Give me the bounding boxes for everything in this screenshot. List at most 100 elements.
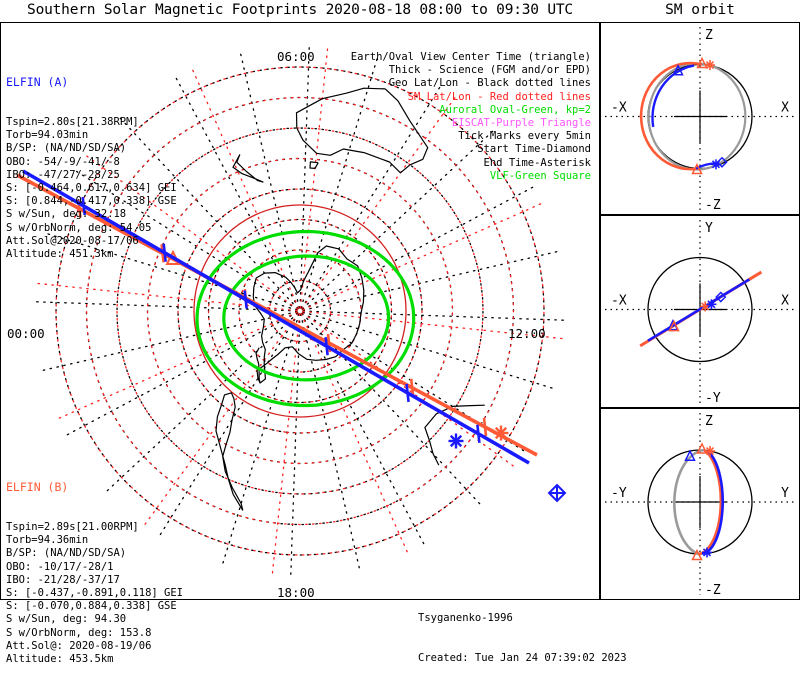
end-time-asterisk	[449, 434, 463, 448]
map-svg	[16, 45, 567, 577]
orbit-track-a	[647, 278, 751, 342]
legend-item: Auroral Oval-Green, kp=2	[439, 103, 591, 116]
axis-label: Y	[705, 221, 713, 236]
view-center-triangle	[691, 548, 703, 561]
orbit-xy-svg: -X X Y -Y	[605, 220, 795, 406]
tick-mark	[409, 378, 415, 397]
legend-item: Geo Lat/Lon - Black dotted lines	[388, 77, 591, 90]
info-line: Torb=94.03min	[6, 129, 89, 142]
info-line: IBO: -47/27/-28/25	[6, 168, 120, 181]
hour-label: 06:00	[277, 49, 315, 64]
axis-label: -Z	[705, 583, 721, 598]
end-time-asterisk	[494, 426, 508, 440]
end-time-asterisk	[702, 548, 712, 557]
tick-mark	[405, 383, 410, 403]
start-time-diamond	[716, 156, 728, 168]
sm-latitude-circle	[193, 204, 407, 418]
info-line: S w/OrbNorm, deg: 153.8	[6, 626, 152, 639]
start-time-diamond	[715, 291, 727, 303]
orbit-xz-svg: -X X Z -Z	[605, 27, 795, 213]
info-line: Altitude: 453.5km	[6, 653, 114, 666]
elfin-b-label: ELFIN (B)	[6, 480, 69, 495]
orbit-panel-xy: -X X Y -Y	[600, 215, 800, 408]
model-name: Tsyganenko-1996	[418, 612, 513, 625]
map-legend: Earth/Oval View Center Time (triangle) Th…	[351, 51, 591, 183]
sm-grid	[35, 46, 565, 576]
info-line: S: [0.844,-0.417,0.338] GSE	[6, 195, 177, 208]
track-line	[22, 169, 530, 465]
elfin-a-info: ELFIN (A) Tspin=2.80s[21.38RPM] Torb=94.0…	[6, 50, 177, 288]
coastlines	[215, 87, 485, 511]
legend-item: End Time-Asterisk	[483, 156, 591, 169]
auroral-ovals	[195, 229, 416, 408]
info-line: S: [-0.437,-0.891,0.118] GEI	[6, 587, 184, 600]
end-time-asterisk	[707, 300, 716, 309]
info-line: S w/Sun, deg: 32.18	[6, 208, 127, 221]
info-line: IBO: -21/28/-37/17	[6, 573, 120, 586]
view-center-triangle	[672, 64, 684, 76]
axis-label: -X	[611, 101, 627, 116]
info-line: Torb=94.36min	[6, 534, 89, 547]
end-time-asterisk	[705, 60, 715, 70]
end-time-asterisk	[705, 446, 715, 456]
legend-item: VLF-Green Square	[489, 169, 591, 182]
info-line: Tspin=2.80s[21.38RPM]	[6, 116, 139, 129]
info-line: Att.Sol@: 2020-08-19/06	[6, 639, 152, 652]
info-line: OBO: -10/17/-28/1	[6, 560, 114, 573]
legend-item: Thick - Science (FGM and/or EPD)	[388, 64, 591, 77]
legend-item: Start Time-Diamond	[477, 143, 591, 156]
legend-item: Tick Marks every 5min	[458, 130, 591, 143]
info-line: S w/Sun, deg: 94.30	[6, 613, 127, 626]
elfin-b-info: ELFIN (B) Tspin=2.89s[21.00RPM] Torb=94.3…	[6, 455, 183, 693]
elfin-a-lines: Tspin=2.80s[21.38RPM] Torb=94.03min B/SP: …	[6, 116, 177, 261]
hour-label: 00:00	[7, 326, 45, 341]
view-center-triangle	[668, 319, 680, 332]
axis-label: Z	[705, 28, 713, 43]
axis-label: -Z	[705, 198, 721, 213]
elfin-a-label: ELFIN (A)	[6, 75, 69, 90]
tick-mark	[324, 337, 329, 356]
view-center-triangle	[696, 442, 708, 454]
axis-label: Y	[781, 486, 789, 501]
elfin-b-lines: Tspin=2.89s[21.00RPM] Torb=94.36min B/SP: …	[6, 521, 183, 666]
map-panel: ELFIN (A) Tspin=2.80s[21.38RPM] Torb=94.0…	[0, 22, 627, 665]
info-line: Att.Sol@2020-08-17/06	[6, 234, 139, 247]
view-center-triangle	[696, 56, 708, 69]
info-line: B/SP: (NA/ND/SD/SA)	[6, 142, 127, 155]
axis-label: -Y	[611, 486, 627, 501]
info-line: Altitude: 451.3km	[6, 248, 114, 261]
hour-label: 12:00	[508, 326, 546, 341]
axis-label: -Y	[705, 391, 721, 406]
tick-mark	[476, 424, 481, 443]
info-line: OBO: -54/-9/-41/-8	[6, 155, 120, 168]
earth-circle	[647, 256, 753, 363]
orbit-yz-svg: -Y Y Z -Z	[605, 413, 795, 598]
info-line: S w/OrbNorm, deg: 54.05	[6, 221, 152, 234]
tick-mark	[81, 196, 87, 216]
orbit-track-b	[639, 61, 703, 171]
hour-label: 18:00	[277, 585, 315, 600]
figure-root: Southern Solar Magnetic Footprints 2020-…	[0, 2, 800, 665]
credits: Tsyganenko-1996 Created: Tue Jan 24 07:3…	[418, 586, 627, 692]
page-title: Southern Solar Magnetic Footprints 2020-…	[27, 2, 573, 18]
axis-label: X	[781, 101, 789, 116]
axis-label: Z	[705, 414, 713, 429]
info-line: B/SP: (NA/ND/SD/SA)	[6, 547, 127, 560]
view-center-triangle	[684, 449, 696, 461]
view-center-triangle	[691, 162, 703, 175]
orbit-panel-xz: -X X Z -Z	[600, 22, 800, 215]
axis-label: -X	[611, 294, 627, 309]
legend-item: EISCAT-Purple Triangle	[451, 117, 591, 130]
footprint-tracks	[16, 169, 567, 503]
info-line: S: [-0.070,0.884,0.338] GSE	[6, 600, 177, 613]
orbit-track-a	[651, 64, 695, 128]
info-line: S: [-0.464,0.617,0.634] GEI	[6, 182, 177, 195]
tick-mark	[162, 243, 167, 262]
track-line	[16, 173, 538, 457]
tick-mark	[243, 290, 248, 309]
legend-item: Earth/Oval View Center Time (triangle)	[350, 51, 591, 63]
legend-item: SM Lat/Lon - Red dotted lines	[407, 90, 591, 103]
tick-mark	[482, 417, 488, 437]
orbit-panel-yz: -Y Y Z -Z	[600, 408, 800, 600]
info-line: Tspin=2.89s[21.00RPM]	[6, 521, 139, 534]
